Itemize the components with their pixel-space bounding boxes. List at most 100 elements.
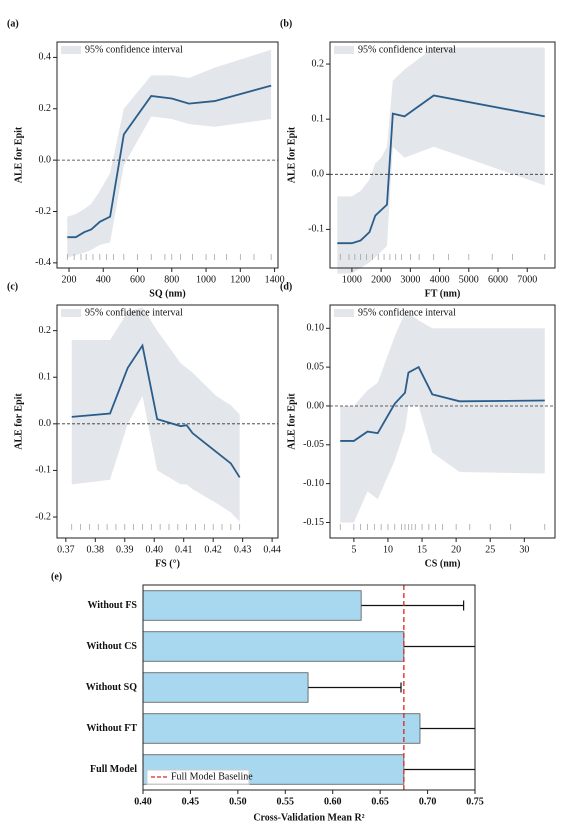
- y-tick-label: Without SQ: [86, 682, 137, 693]
- y-tick-label: -0.2: [35, 206, 51, 217]
- x-tick-label: 0.44: [263, 544, 281, 555]
- legend-swatch: [334, 309, 354, 317]
- legend-label: 95% confidence interval: [358, 44, 456, 55]
- legend-box: [146, 769, 250, 785]
- x-tick-label: 800: [164, 274, 179, 285]
- x-tick-label: 0.60: [324, 796, 342, 807]
- x-tick-label: 0.37: [57, 544, 75, 555]
- x-tick-label: 5000: [459, 274, 479, 285]
- y-tick-label: 0.0: [312, 169, 325, 180]
- bar: [142, 713, 421, 744]
- x-axis-label: FS (°): [155, 558, 180, 569]
- x-tick-label: 2000: [371, 274, 391, 285]
- frame: [56, 41, 279, 269]
- bar: [142, 590, 362, 621]
- x-tick-label: 1200: [230, 274, 250, 285]
- x-tick-label: 0.55: [277, 796, 295, 807]
- y-tick-label: -0.4: [35, 257, 51, 268]
- x-axis-label: CS (nm): [425, 558, 461, 569]
- x-axis-label: SQ (nm): [149, 288, 185, 299]
- y-tick-label: 0.4: [39, 52, 52, 63]
- y-tick-label: Without FT: [86, 723, 137, 734]
- x-tick-label: 20: [451, 544, 461, 555]
- ale-line: [67, 84, 272, 239]
- x-tick-label: 0.42: [204, 544, 222, 555]
- frame: [329, 304, 556, 539]
- y-axis-label: ALE for Epit: [286, 126, 297, 183]
- y-axis-label: ALE for Epit: [13, 126, 24, 183]
- x-axis-label: Cross-Validation Mean R²: [253, 812, 364, 823]
- x-tick-label: 3000: [400, 274, 420, 285]
- x-tick-label: 0.43: [234, 544, 252, 555]
- x-axis-label: FT (nm): [425, 288, 461, 299]
- y-axis-label: ALE for Epit: [13, 393, 24, 450]
- y-tick-label: 0.1: [39, 372, 52, 383]
- y-tick-label: 0.2: [39, 325, 52, 336]
- y-tick-label: -0.05: [303, 439, 324, 450]
- x-tick-label: 15: [417, 544, 427, 555]
- y-tick-label: 0.05: [307, 361, 325, 372]
- ale-line: [337, 94, 545, 245]
- y-tick-label: 0.2: [312, 58, 325, 69]
- confidence-band: [67, 49, 272, 258]
- legend-label: Full Model Baseline: [171, 771, 253, 782]
- legend-label: 95% confidence interval: [85, 307, 183, 318]
- x-tick-label: 4000: [430, 274, 450, 285]
- y-tick-label: 0.1: [312, 113, 325, 124]
- x-tick-label: 10: [383, 544, 393, 555]
- y-tick-label: -0.2: [35, 511, 51, 522]
- frame: [329, 41, 556, 269]
- x-tick-label: 0.65: [371, 796, 389, 807]
- x-tick-label: 0.75: [466, 796, 484, 807]
- x-tick-label: 6000: [488, 274, 508, 285]
- legend-label: 95% confidence interval: [85, 44, 183, 55]
- confidence-band: [340, 312, 545, 523]
- legend-swatch: [61, 309, 81, 317]
- y-tick-label: -0.15: [303, 517, 324, 528]
- x-tick-label: 200: [61, 274, 76, 285]
- x-tick-label: 0.40: [145, 544, 163, 555]
- y-tick-label: -0.1: [308, 224, 324, 235]
- x-tick-label: 5: [351, 544, 356, 555]
- ale-line: [71, 343, 241, 478]
- y-tick-label: 0.00: [307, 400, 325, 411]
- x-tick-label: 400: [96, 274, 111, 285]
- y-tick-label: 0.2: [39, 103, 52, 114]
- frame: [142, 584, 476, 791]
- y-axis-label: ALE for Epit: [286, 393, 297, 450]
- x-tick-label: 1000: [196, 274, 216, 285]
- panel-label: (a): [7, 18, 19, 29]
- x-tick-label: 0.70: [419, 796, 437, 807]
- ale-line: [340, 365, 545, 442]
- y-tick-label: -0.1: [35, 465, 51, 476]
- legend-swatch: [61, 46, 81, 54]
- x-tick-label: 0.45: [182, 796, 200, 807]
- x-tick-label: 7000: [517, 274, 537, 285]
- frame: [56, 304, 279, 539]
- y-tick-label: 0.0: [39, 418, 52, 429]
- bar: [142, 631, 405, 662]
- confidence-band: [337, 47, 545, 274]
- legend-label: 95% confidence interval: [358, 307, 456, 318]
- y-tick-label: -0.10: [303, 478, 324, 489]
- x-tick-label: 30: [519, 544, 529, 555]
- x-tick-label: 0.39: [116, 544, 134, 555]
- x-tick-label: 25: [485, 544, 495, 555]
- panel-label: (e): [51, 571, 62, 582]
- panel-label: (b): [280, 18, 292, 29]
- x-tick-label: 0.41: [175, 544, 193, 555]
- x-tick-label: 600: [130, 274, 145, 285]
- x-tick-label: 0.38: [87, 544, 105, 555]
- x-tick-label: 0.40: [134, 796, 152, 807]
- panel-label: (c): [7, 281, 18, 292]
- y-tick-label: Full Model: [90, 764, 137, 775]
- x-tick-label: 0.50: [229, 796, 247, 807]
- bar: [142, 672, 309, 703]
- legend-swatch: [334, 46, 354, 54]
- y-tick-label: 0.0: [39, 154, 52, 165]
- x-tick-label: 1000: [342, 274, 362, 285]
- y-tick-label: 0.10: [307, 323, 325, 334]
- y-tick-label: Without CS: [86, 641, 137, 652]
- panel-label: (d): [280, 281, 292, 292]
